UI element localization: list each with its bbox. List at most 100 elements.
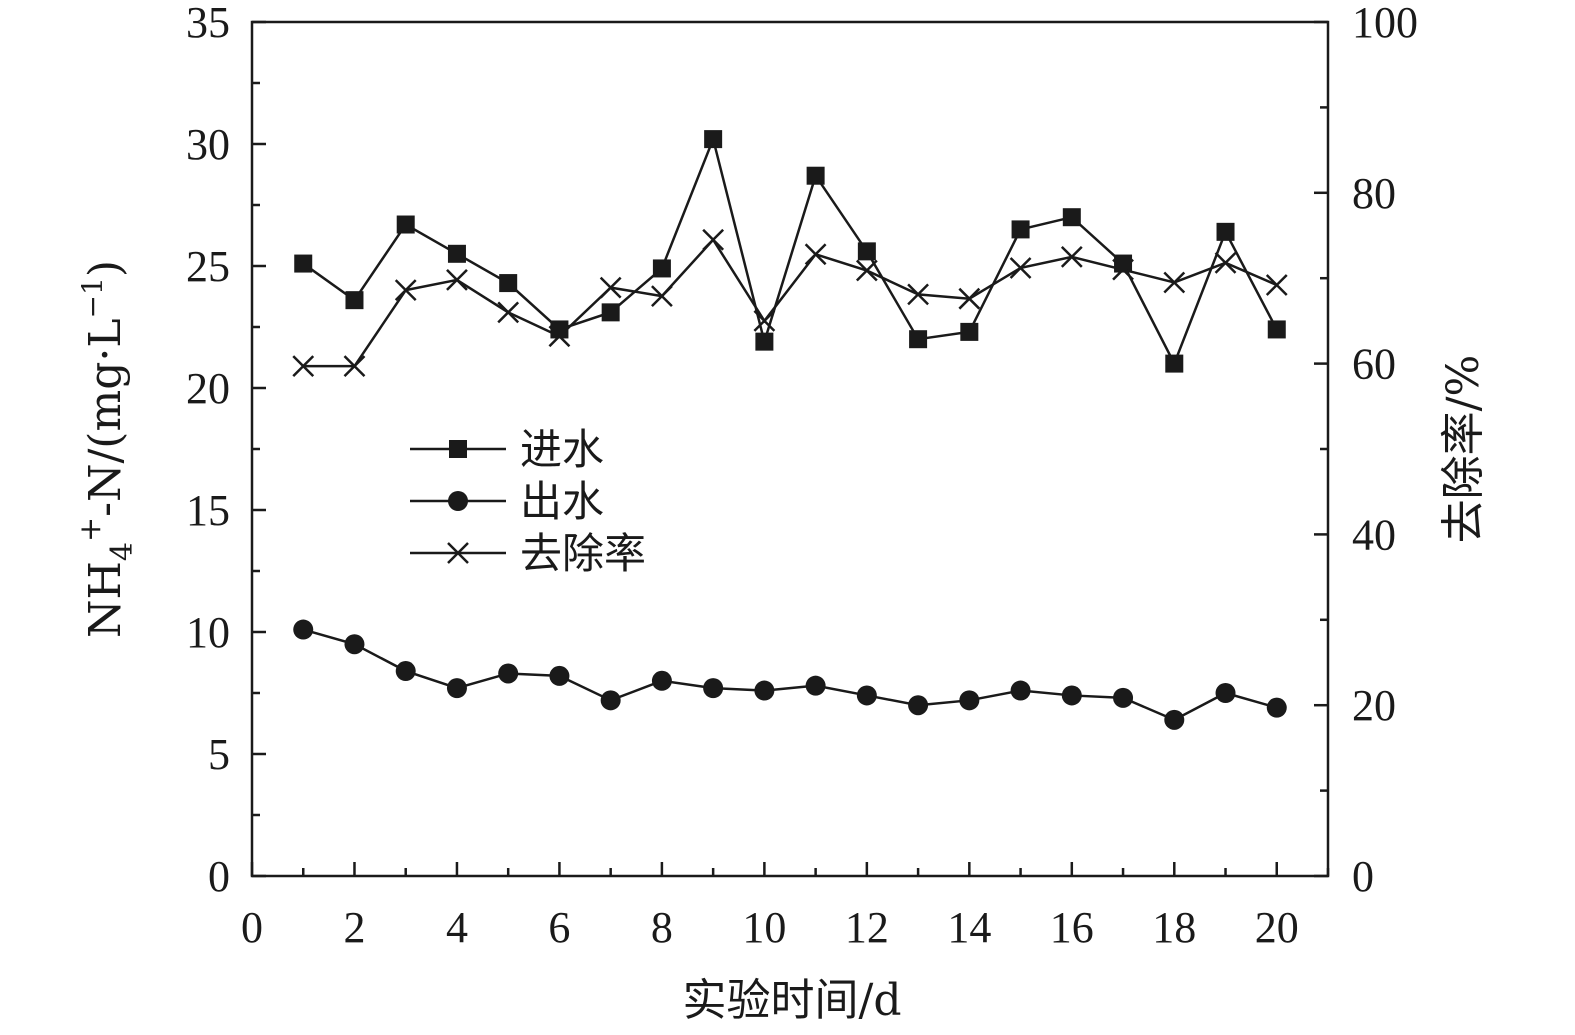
y-left-label-rest: -N/(mg·L xyxy=(80,318,131,516)
legend-marker xyxy=(449,440,467,458)
legend-item-influent: 进水 xyxy=(410,425,604,474)
y-left-tick-label: 5 xyxy=(208,730,230,779)
point-removal-rate-stroke-b xyxy=(343,355,366,378)
point-removal-rate-stroke-b xyxy=(599,276,622,299)
point-effluent xyxy=(1266,697,1287,718)
legend-item-effluent: 出水 xyxy=(410,477,604,526)
legend-marker-stroke-b xyxy=(447,542,469,564)
point-effluent xyxy=(344,634,365,655)
point-influent xyxy=(499,274,518,293)
y-right-tick-label: 20 xyxy=(1352,681,1396,730)
point-removal-rate-stroke-b xyxy=(292,355,315,378)
point-removal-rate-stroke-b xyxy=(497,301,520,324)
point-influent xyxy=(601,303,620,322)
series-line-effluent xyxy=(302,628,1278,722)
y-left-tick-label: 20 xyxy=(186,364,230,413)
y-left-label-base: NH xyxy=(80,561,131,638)
point-removal-rate xyxy=(753,310,776,332)
y-right-tick-label: 40 xyxy=(1352,510,1396,559)
point-effluent xyxy=(703,678,724,699)
point-removal-rate xyxy=(548,325,571,348)
point-removal-rate xyxy=(1265,274,1288,296)
y-left-label-close: ) xyxy=(80,260,131,277)
series-removal-rate xyxy=(292,228,1288,378)
point-removal-rate-stroke-b xyxy=(702,228,725,251)
point-influent xyxy=(1165,354,1184,373)
point-removal-rate xyxy=(292,355,315,378)
series-influent xyxy=(294,130,1286,373)
y-right-tick-label: 60 xyxy=(1352,340,1396,389)
point-removal-rate xyxy=(1163,271,1186,294)
point-influent xyxy=(704,130,723,149)
point-effluent xyxy=(1113,687,1134,708)
point-removal-rate xyxy=(343,355,366,378)
point-effluent xyxy=(446,678,467,699)
point-removal-rate xyxy=(804,243,827,266)
point-removal-rate xyxy=(394,279,417,302)
x-tick-label: 14 xyxy=(947,903,991,952)
point-removal-rate-stroke-b xyxy=(1060,245,1083,268)
series-effluent xyxy=(293,619,1287,730)
point-removal-rate-stroke-b xyxy=(651,285,673,308)
series-line-removal-rate xyxy=(303,237,1278,368)
axes: 0 2 4 6 8 10 12 14 16 18 20 0 5 10 15 20 25 30 35 0 20 40 60 80… xyxy=(73,0,1489,952)
point-effluent xyxy=(1215,683,1236,703)
point-effluent xyxy=(1061,685,1082,706)
y-left-label-sub: 4 xyxy=(105,542,140,561)
point-removal-rate-stroke-b xyxy=(753,310,776,332)
x-tick-label: 20 xyxy=(1255,903,1299,952)
point-effluent xyxy=(754,680,775,701)
point-influent xyxy=(1216,222,1235,241)
point-removal-rate-stroke-b xyxy=(804,243,827,266)
point-removal-rate-stroke-b xyxy=(1265,274,1288,296)
series-layer xyxy=(292,130,1288,730)
point-removal-rate xyxy=(1112,258,1134,281)
y-right-tick-label: 0 xyxy=(1352,852,1374,901)
y-right-tick-label: 80 xyxy=(1352,169,1396,218)
point-removal-rate xyxy=(651,285,673,308)
point-removal-rate-stroke-b xyxy=(1009,257,1032,279)
point-removal-rate xyxy=(1214,251,1237,274)
point-removal-rate-stroke-b xyxy=(446,269,468,291)
legend-item-removal-rate: 去除率 xyxy=(410,529,646,578)
point-removal-rate-stroke-b xyxy=(1112,258,1134,281)
x-tick-label: 0 xyxy=(241,903,263,952)
point-effluent xyxy=(651,670,672,691)
legend-marker xyxy=(447,542,469,564)
point-effluent xyxy=(600,690,621,711)
x-tick-label: 6 xyxy=(548,903,570,952)
point-removal-rate-stroke-b xyxy=(548,325,571,348)
legend-marker xyxy=(448,491,468,511)
point-removal-rate xyxy=(702,228,725,251)
legend-label: 出水 xyxy=(520,477,604,526)
point-removal-rate xyxy=(1009,257,1032,279)
point-effluent xyxy=(805,675,826,696)
point-removal-rate xyxy=(907,283,929,306)
point-effluent xyxy=(549,665,570,686)
point-removal-rate-stroke-b xyxy=(958,287,981,310)
y-left-tick-label: 10 xyxy=(186,608,230,657)
point-removal-rate xyxy=(1060,245,1083,268)
point-removal-rate xyxy=(958,287,981,310)
point-influent xyxy=(755,332,774,351)
x-tick-label: 16 xyxy=(1050,903,1094,952)
point-removal-rate-stroke-b xyxy=(1214,251,1237,274)
point-removal-rate xyxy=(446,269,468,291)
point-removal-rate-stroke-b xyxy=(855,259,878,282)
point-removal-rate xyxy=(855,259,878,282)
y-left-axis-title: NH4+-N/(mg·L−1) xyxy=(73,260,140,638)
point-influent xyxy=(345,291,364,310)
legend-label: 去除率 xyxy=(520,529,646,578)
point-effluent xyxy=(1164,709,1185,730)
y-right-axis-title: 去除率/% xyxy=(1438,355,1489,544)
point-removal-rate-stroke-b xyxy=(1163,271,1186,294)
point-effluent xyxy=(856,685,877,706)
y-left-tick-label: 25 xyxy=(186,242,230,291)
point-influent xyxy=(1267,320,1286,339)
point-influent xyxy=(909,330,928,349)
point-influent xyxy=(294,254,313,273)
point-effluent xyxy=(498,663,519,684)
y-right-tick-label: 100 xyxy=(1352,0,1418,47)
